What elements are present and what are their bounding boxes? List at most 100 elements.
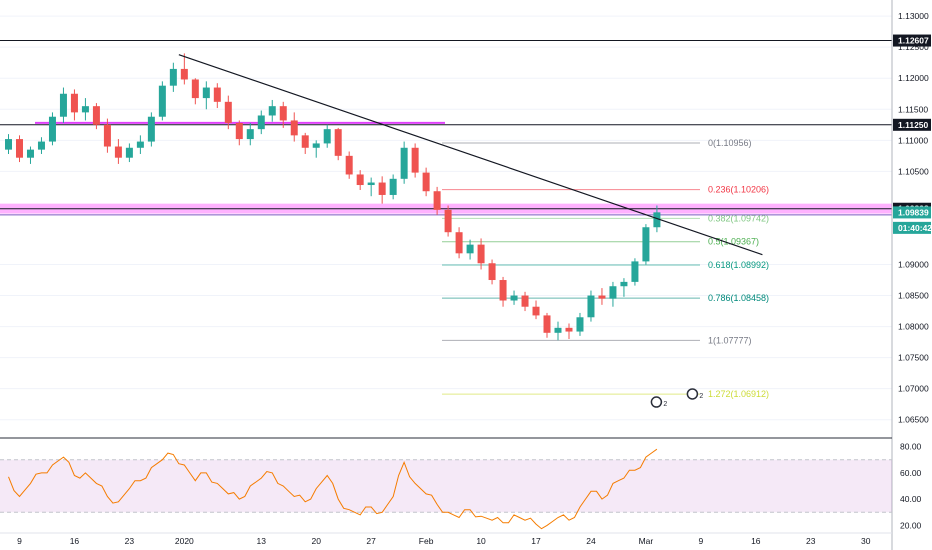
candle[interactable] <box>400 147 408 179</box>
candle[interactable] <box>59 93 67 117</box>
price-tick-label: 1.09000 <box>898 259 929 269</box>
candle[interactable] <box>224 101 232 123</box>
candle[interactable] <box>345 155 353 175</box>
time-tick-label: 27 <box>366 536 376 546</box>
candle[interactable] <box>653 212 661 228</box>
marker-icon[interactable] <box>650 396 663 408</box>
rsi-tick-label: 60.00 <box>900 468 922 478</box>
price-tick-label: 1.08500 <box>898 291 929 301</box>
rsi-tick-label: 40.00 <box>900 494 922 504</box>
candle[interactable] <box>169 68 177 86</box>
candle[interactable] <box>290 120 298 136</box>
candle[interactable] <box>543 315 551 333</box>
time-tick-label: 30 <box>861 536 871 546</box>
rsi-axis[interactable]: 80.00 60.00 40.00 20.00 <box>900 442 922 531</box>
candle[interactable] <box>158 85 166 117</box>
price-tag <box>893 206 931 219</box>
candlesticks[interactable] <box>5 53 661 341</box>
marker-label: 2 <box>663 401 667 408</box>
price-axis[interactable]: 1.13000 1.12500 1.12000 1.11500 1.11000 1.105… <box>893 11 932 425</box>
price-tick-label: 1.12000 <box>898 73 929 83</box>
candle[interactable] <box>642 227 650 262</box>
candle[interactable] <box>103 124 111 147</box>
candle[interactable] <box>444 209 452 233</box>
candle[interactable] <box>598 295 606 299</box>
candle[interactable] <box>202 87 210 99</box>
candle[interactable] <box>477 244 485 264</box>
candle[interactable] <box>246 129 254 140</box>
candle[interactable] <box>367 182 375 186</box>
candle[interactable] <box>48 116 56 142</box>
candle[interactable] <box>510 295 518 301</box>
fib-level-label: 0.5(1.09367) <box>708 237 759 247</box>
rsi-band <box>0 459 892 513</box>
marker-label: 2 <box>699 393 703 400</box>
candle[interactable] <box>323 129 331 144</box>
candle[interactable] <box>455 232 463 254</box>
candle[interactable] <box>70 93 78 113</box>
candle[interactable] <box>191 79 199 99</box>
candle[interactable] <box>488 263 496 281</box>
trendline[interactable] <box>178 54 763 256</box>
candle[interactable] <box>576 317 584 332</box>
price-grid <box>0 15 892 421</box>
time-axis[interactable]: 9 16 23 2020 13 20 27 Feb 10 17 24 Mar 9 16 23 30 <box>0 532 892 546</box>
price-tick-label: 1.07500 <box>898 353 929 363</box>
candle[interactable] <box>356 174 364 186</box>
fib-level-label: 0.786(1.08458) <box>708 293 769 303</box>
candle[interactable] <box>466 244 474 254</box>
candle[interactable] <box>620 281 628 287</box>
price-tick-label: 1.08000 <box>898 322 929 332</box>
candle[interactable] <box>411 147 419 173</box>
candle[interactable] <box>554 327 562 333</box>
candle[interactable] <box>532 306 540 316</box>
candle[interactable] <box>257 115 265 130</box>
fib-level-label: 1(1.07777) <box>708 335 752 345</box>
candle[interactable] <box>334 129 342 156</box>
candle[interactable] <box>136 141 144 148</box>
candle[interactable] <box>37 141 45 150</box>
candle[interactable] <box>213 87 221 102</box>
candle[interactable] <box>26 149 34 158</box>
time-tick-label: 10 <box>476 536 486 546</box>
candle[interactable] <box>521 295 529 307</box>
candle[interactable] <box>92 106 100 125</box>
candle[interactable] <box>279 106 287 121</box>
candle[interactable] <box>15 139 23 158</box>
candle[interactable] <box>565 327 573 332</box>
rsi-tick-label: 20.00 <box>900 520 922 530</box>
candle[interactable] <box>114 146 122 158</box>
candle[interactable] <box>631 261 639 282</box>
price-tag <box>893 118 931 131</box>
candle[interactable] <box>422 172 430 192</box>
candle[interactable] <box>378 182 386 195</box>
time-tick-label: 20 <box>311 536 321 546</box>
support-zones <box>0 121 892 216</box>
candle[interactable] <box>609 286 617 299</box>
candle[interactable] <box>499 280 507 301</box>
rsi-pane <box>0 448 892 530</box>
candle[interactable] <box>125 147 133 158</box>
candle[interactable] <box>235 122 243 140</box>
candle[interactable] <box>180 68 188 80</box>
fib-level-label: 0.618(1.08992) <box>708 260 769 270</box>
time-tick-label: 2020 <box>175 536 194 546</box>
candle[interactable] <box>312 143 320 148</box>
candle[interactable] <box>81 106 89 113</box>
price-tick-label: 1.11000 <box>898 135 928 145</box>
candle[interactable] <box>587 295 595 318</box>
candle[interactable] <box>301 135 309 148</box>
rsi-tick-label: 80.00 <box>900 442 922 452</box>
candle[interactable] <box>147 116 155 142</box>
candle[interactable] <box>5 139 12 150</box>
marker-icon[interactable] <box>686 388 699 400</box>
trendline[interactable] <box>178 54 763 256</box>
rsi-line[interactable] <box>8 448 658 530</box>
time-tick-label: Feb <box>419 536 434 546</box>
candle[interactable] <box>433 191 441 210</box>
candle[interactable] <box>268 106 276 116</box>
time-tick-label: 16 <box>70 536 80 546</box>
price-tick-label: 1.07000 <box>898 384 929 394</box>
candle[interactable] <box>389 178 397 195</box>
